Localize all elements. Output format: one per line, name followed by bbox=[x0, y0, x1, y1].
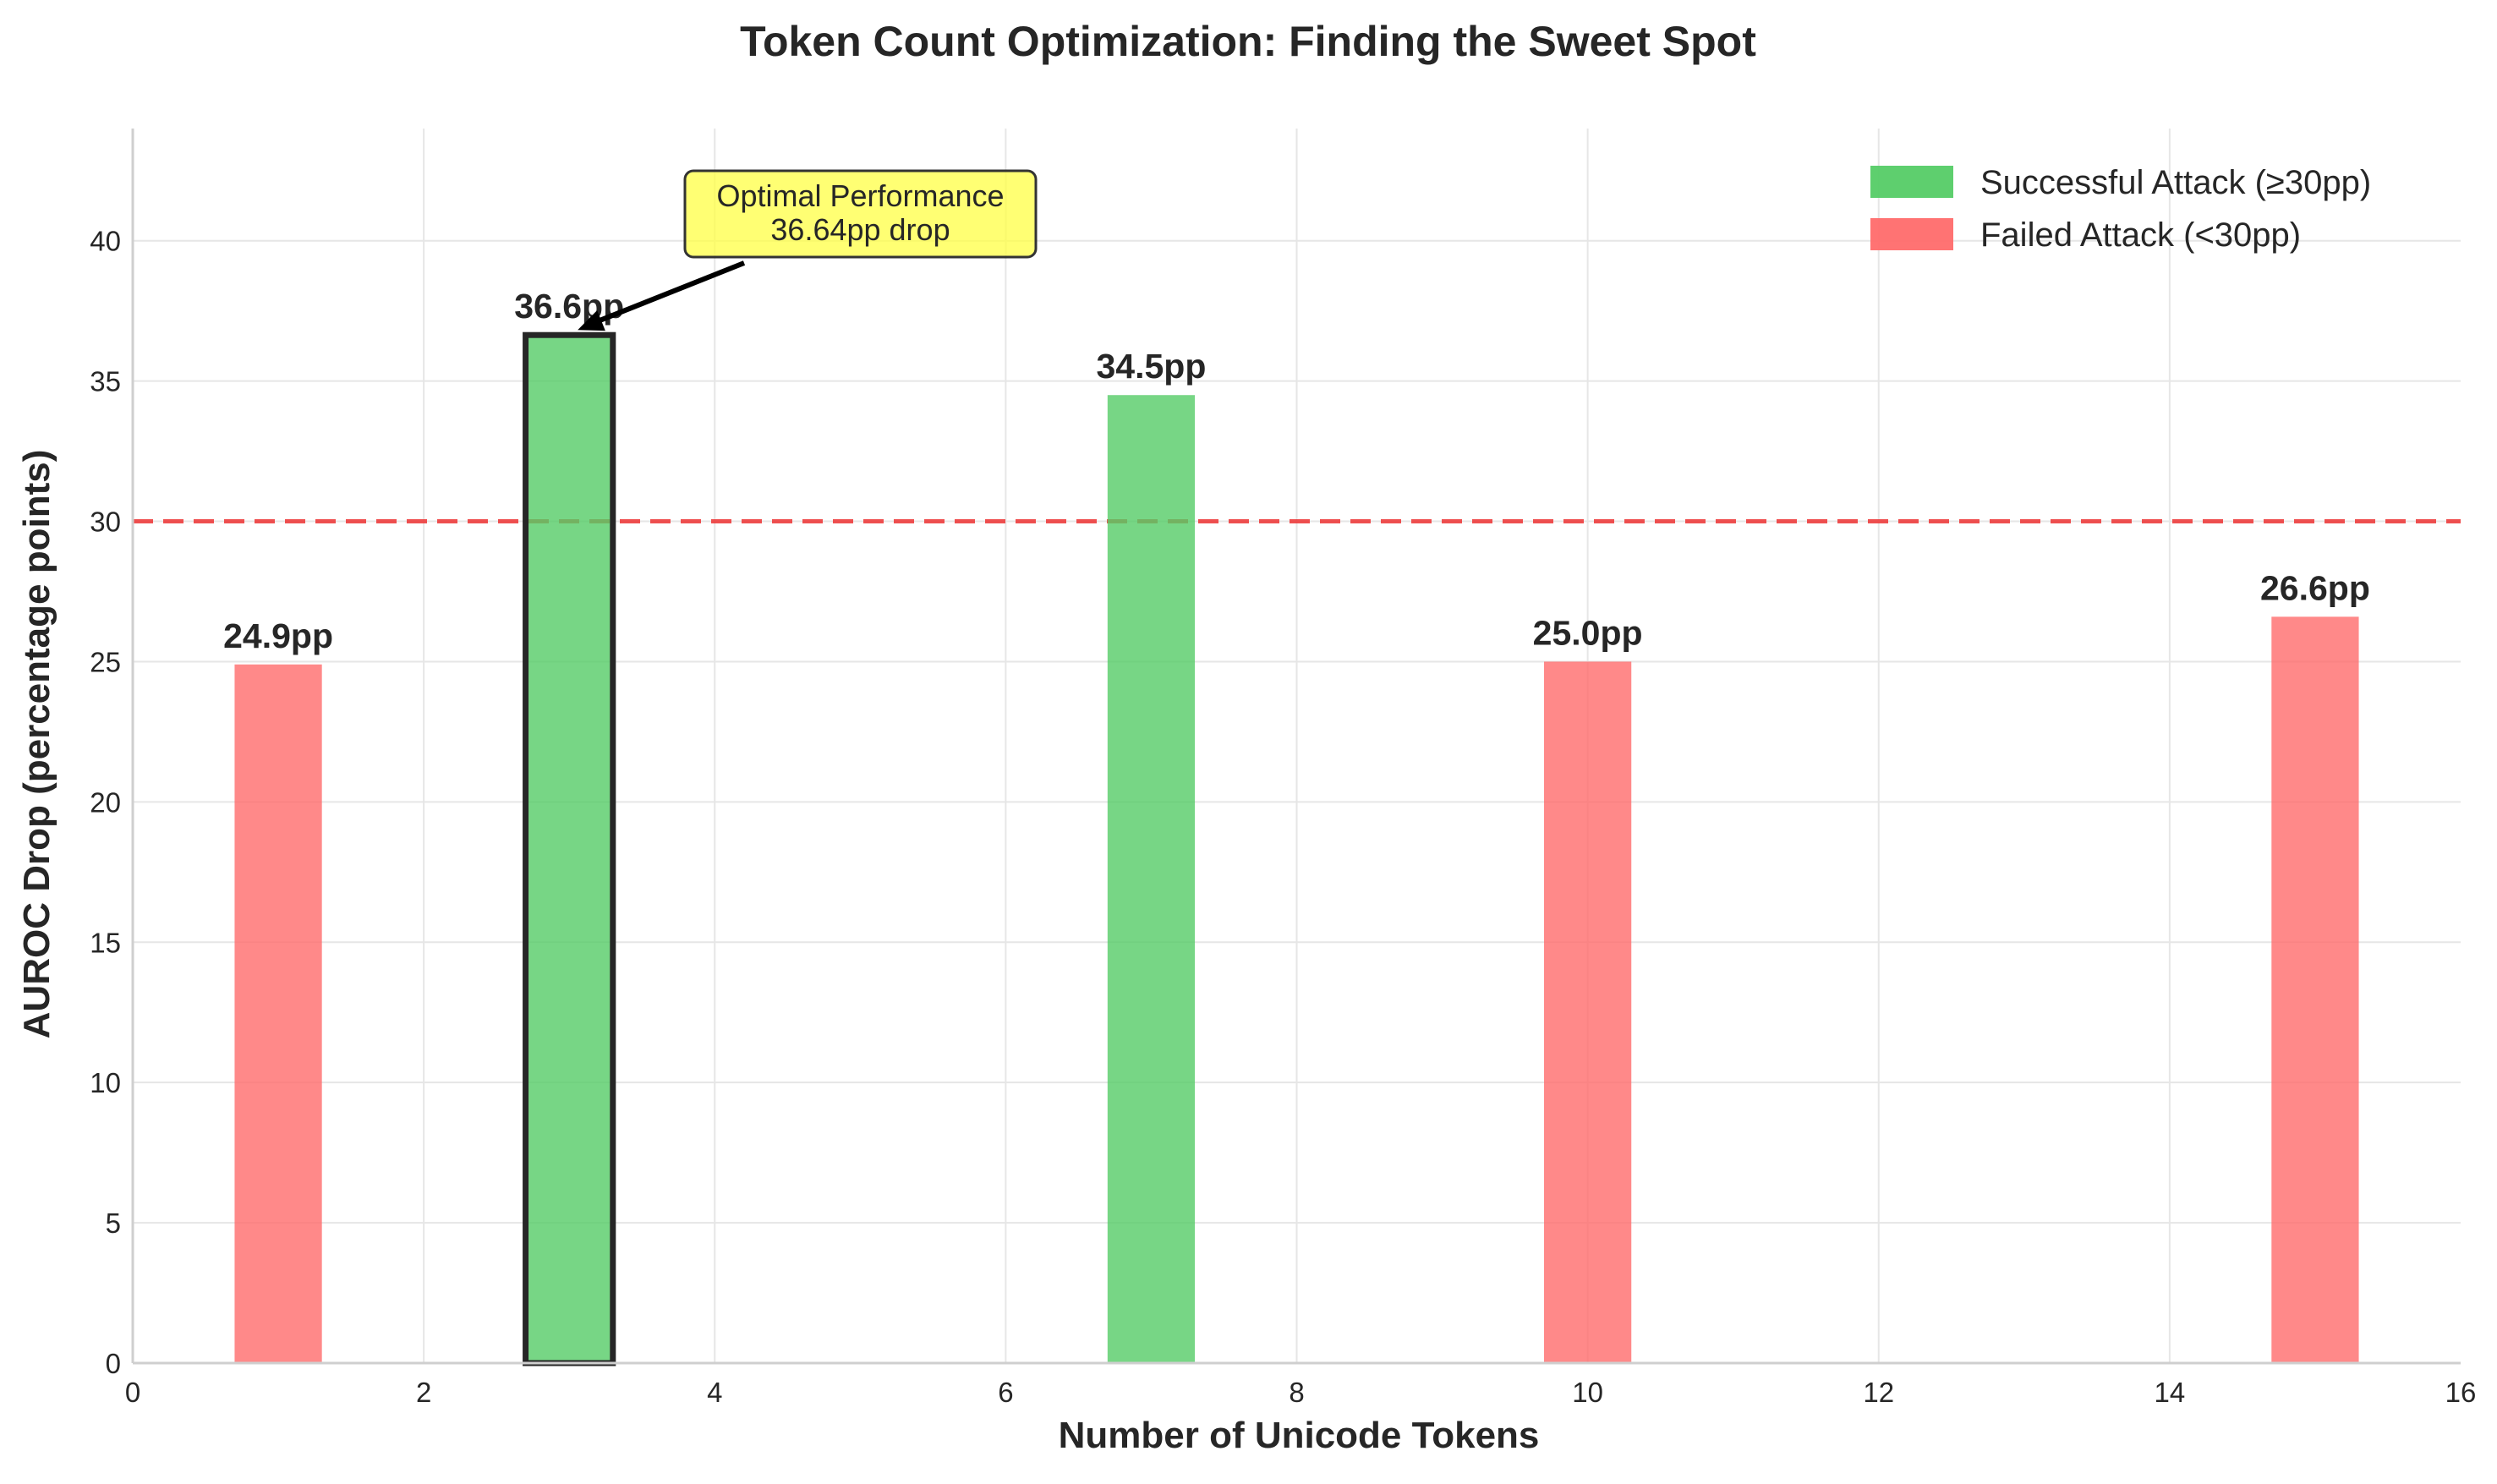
legend-swatch bbox=[1870, 166, 1953, 198]
axes: 0 2 4 6 8 10 12 14 16 0 5 10 15 20 25 30 35 40 bbox=[90, 129, 2476, 1408]
x-tick-label: 2 bbox=[416, 1377, 431, 1408]
x-tick-label: 14 bbox=[2155, 1377, 2186, 1408]
x-tick-label: 0 bbox=[125, 1377, 140, 1408]
chart-title: Token Count Optimization: Finding the Sw… bbox=[740, 18, 1756, 65]
x-tick-label: 16 bbox=[2445, 1377, 2477, 1408]
annotation-text-line: 36.64pp drop bbox=[770, 212, 950, 247]
bar-value-label: 24.9pp bbox=[223, 616, 333, 655]
annotation-arrow-shaft bbox=[592, 260, 746, 326]
bar-value-label: 34.5pp bbox=[1096, 347, 1206, 386]
x-tick-label: 4 bbox=[707, 1377, 722, 1408]
legend-swatch bbox=[1870, 218, 1953, 250]
y-tick-label: 0 bbox=[106, 1348, 121, 1379]
grid-lines bbox=[133, 129, 2461, 1363]
bar-value-label: 25.0pp bbox=[1533, 613, 1643, 652]
legend-label: Failed Attack (<30pp) bbox=[1980, 216, 2301, 254]
y-tick-label: 10 bbox=[90, 1067, 121, 1098]
x-axis-label: Number of Unicode Tokens bbox=[1059, 1415, 1540, 1456]
y-tick-label: 20 bbox=[90, 786, 121, 818]
y-axis-label: AUROC Drop (percentage points) bbox=[16, 450, 57, 1039]
y-tick-label: 35 bbox=[90, 366, 121, 397]
x-tick-label: 10 bbox=[1572, 1377, 1603, 1408]
bar-3-tokens bbox=[523, 331, 616, 1366]
y-tick-label: 40 bbox=[90, 226, 121, 257]
y-tick-label: 5 bbox=[106, 1207, 121, 1239]
x-tick-label: 6 bbox=[998, 1377, 1013, 1408]
y-tick-label: 25 bbox=[90, 646, 121, 677]
bar-7-tokens bbox=[1107, 395, 1196, 1363]
x-tick-label: 12 bbox=[1863, 1377, 1894, 1408]
bar-10-tokens bbox=[1544, 661, 1632, 1363]
annotation-text-line: Optimal Performance bbox=[716, 178, 1004, 213]
legend: Successful Attack (≥30pp) Failed Attack (… bbox=[1870, 164, 2371, 254]
x-tick-label: 8 bbox=[1289, 1377, 1304, 1408]
bars bbox=[234, 331, 2359, 1366]
legend-label: Successful Attack (≥30pp) bbox=[1980, 164, 2371, 201]
bar-value-label: 26.6pp bbox=[2260, 568, 2370, 607]
annotation-arrow-head bbox=[578, 309, 605, 331]
annotation-box bbox=[683, 169, 1038, 259]
bar-1-tokens bbox=[234, 664, 322, 1363]
bar-15-tokens bbox=[2271, 616, 2359, 1363]
y-tick-label: 15 bbox=[90, 927, 121, 958]
y-tick-label: 30 bbox=[90, 507, 121, 538]
